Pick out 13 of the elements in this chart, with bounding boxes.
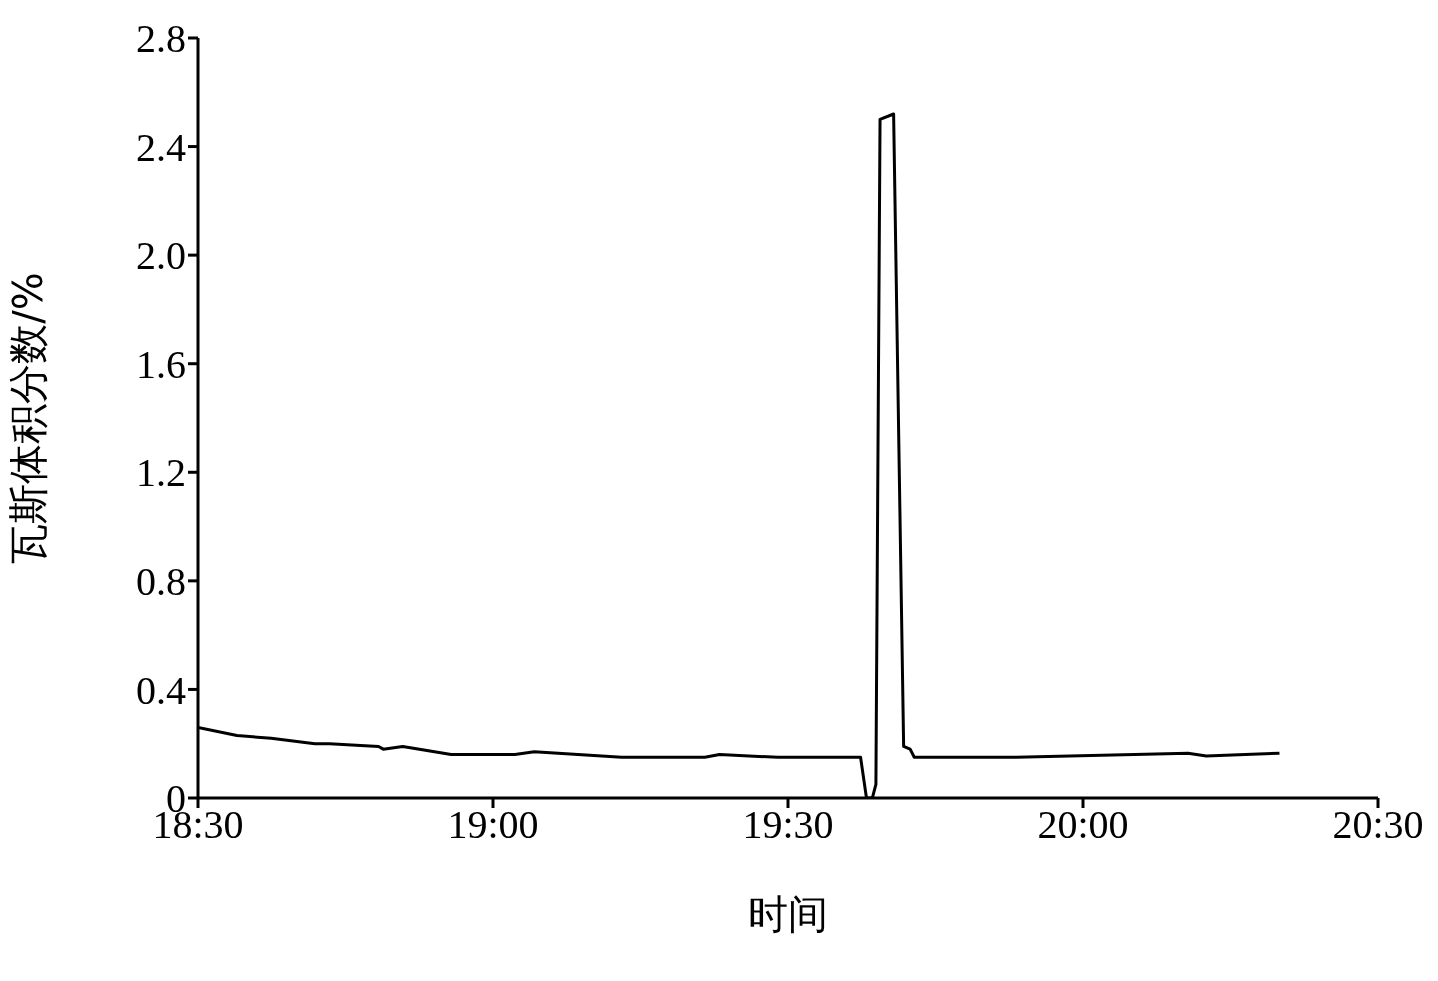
y-tick-label: 0.4	[136, 667, 186, 713]
x-tick-label: 20:30	[1332, 802, 1424, 848]
x-axis-title: 时间	[748, 891, 828, 937]
y-axis-title: 瓦斯体积分数/%	[5, 272, 52, 564]
y-tick-label: 2.0	[136, 233, 186, 279]
x-tick-label: 20:00	[1037, 802, 1129, 848]
x-tick-label: 19:30	[742, 802, 834, 848]
y-tick-label: 1.2	[136, 450, 186, 496]
y-tick-label: 2.4	[136, 124, 186, 170]
y-tick-label: 1.6	[136, 341, 186, 387]
y-tick-label: 0.8	[136, 559, 186, 605]
y-tick-label: 2.8	[136, 16, 186, 62]
x-tick-label: 19:00	[447, 802, 539, 848]
